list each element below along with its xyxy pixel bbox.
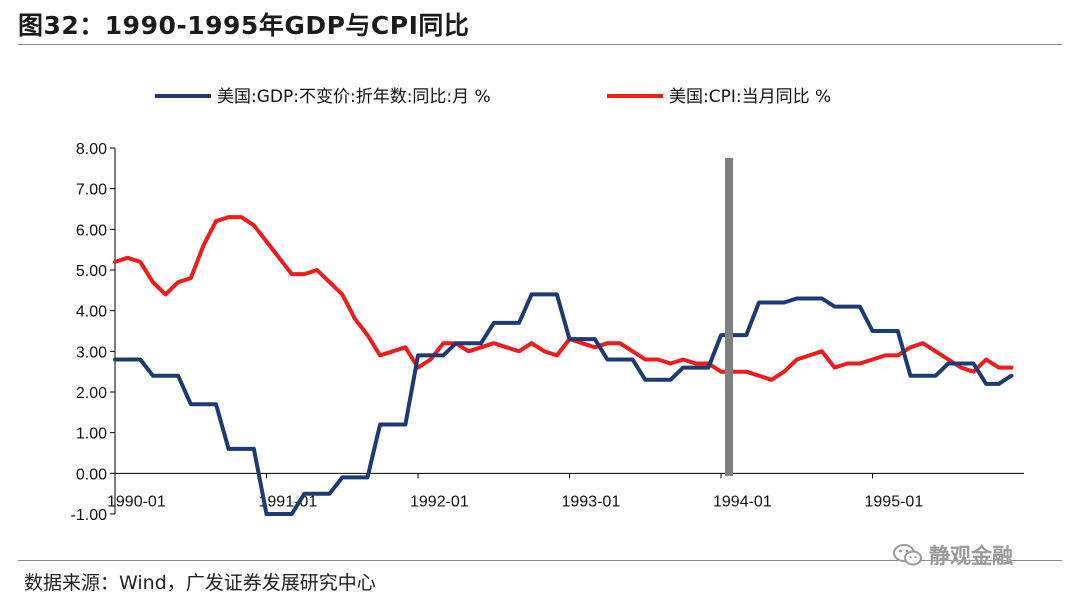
source-divider bbox=[18, 560, 1062, 561]
source-note: 数据来源：Wind，广发证券发展研究中心 bbox=[24, 572, 376, 594]
figure-title: 图32：1990-1995年GDP与CPI同比 bbox=[18, 11, 470, 40]
x-tick-label: 1995-01 bbox=[865, 493, 924, 510]
y-tick-label: 1.00 bbox=[76, 426, 107, 443]
legend-item-gdp: 美国:GDP:不变价:折年数:同比:月 % bbox=[155, 87, 491, 107]
y-tick-label: 2.00 bbox=[76, 385, 107, 402]
y-tick-label: 7.00 bbox=[76, 182, 107, 199]
y-tick-label: -1.00 bbox=[71, 507, 108, 524]
cpi-series-line bbox=[113, 215, 1014, 382]
gdp-series-line bbox=[113, 292, 1014, 516]
watermark-text: 静观金融 bbox=[929, 544, 1013, 568]
x-tick-label: 1990-01 bbox=[107, 493, 166, 510]
legend-label: 美国:CPI:当月同比 % bbox=[669, 87, 831, 107]
y-tick-label: 0.00 bbox=[76, 466, 107, 483]
legend-item-cpi: 美国:CPI:当月同比 % bbox=[607, 87, 831, 107]
legend: 美国:GDP:不变价:折年数:同比:月 % 美国:CPI:当月同比 % bbox=[155, 87, 831, 107]
y-tick-label: 6.00 bbox=[76, 222, 107, 239]
plot-area bbox=[113, 158, 1014, 516]
y-tick-label: 5.00 bbox=[76, 263, 107, 280]
watermark: 静观金融 bbox=[893, 540, 1013, 570]
wechat-icon bbox=[893, 544, 922, 566]
x-tick-label: 1992-01 bbox=[410, 493, 469, 510]
y-tick-label: 8.00 bbox=[76, 141, 107, 158]
y-axis: -1.00 0.00 1.00 2.00 3.00 4.00 5.00 6.00 7.00 8.0… bbox=[71, 141, 116, 524]
y-tick-label: 4.00 bbox=[76, 304, 107, 321]
x-tick-label: 1994-01 bbox=[713, 493, 772, 510]
x-tick-label: 1993-01 bbox=[562, 493, 621, 510]
line-chart: 美国:GDP:不变价:折年数:同比:月 % 美国:CPI:当月同比 % -1.00… bbox=[71, 87, 1024, 524]
title-divider bbox=[18, 44, 1062, 45]
x-axis: 1990-01 1991-01 1992-01 1993-01 1994-01 1995-… bbox=[107, 472, 1024, 510]
legend-label: 美国:GDP:不变价:折年数:同比:月 % bbox=[217, 87, 491, 107]
y-tick-label: 3.00 bbox=[76, 344, 107, 361]
